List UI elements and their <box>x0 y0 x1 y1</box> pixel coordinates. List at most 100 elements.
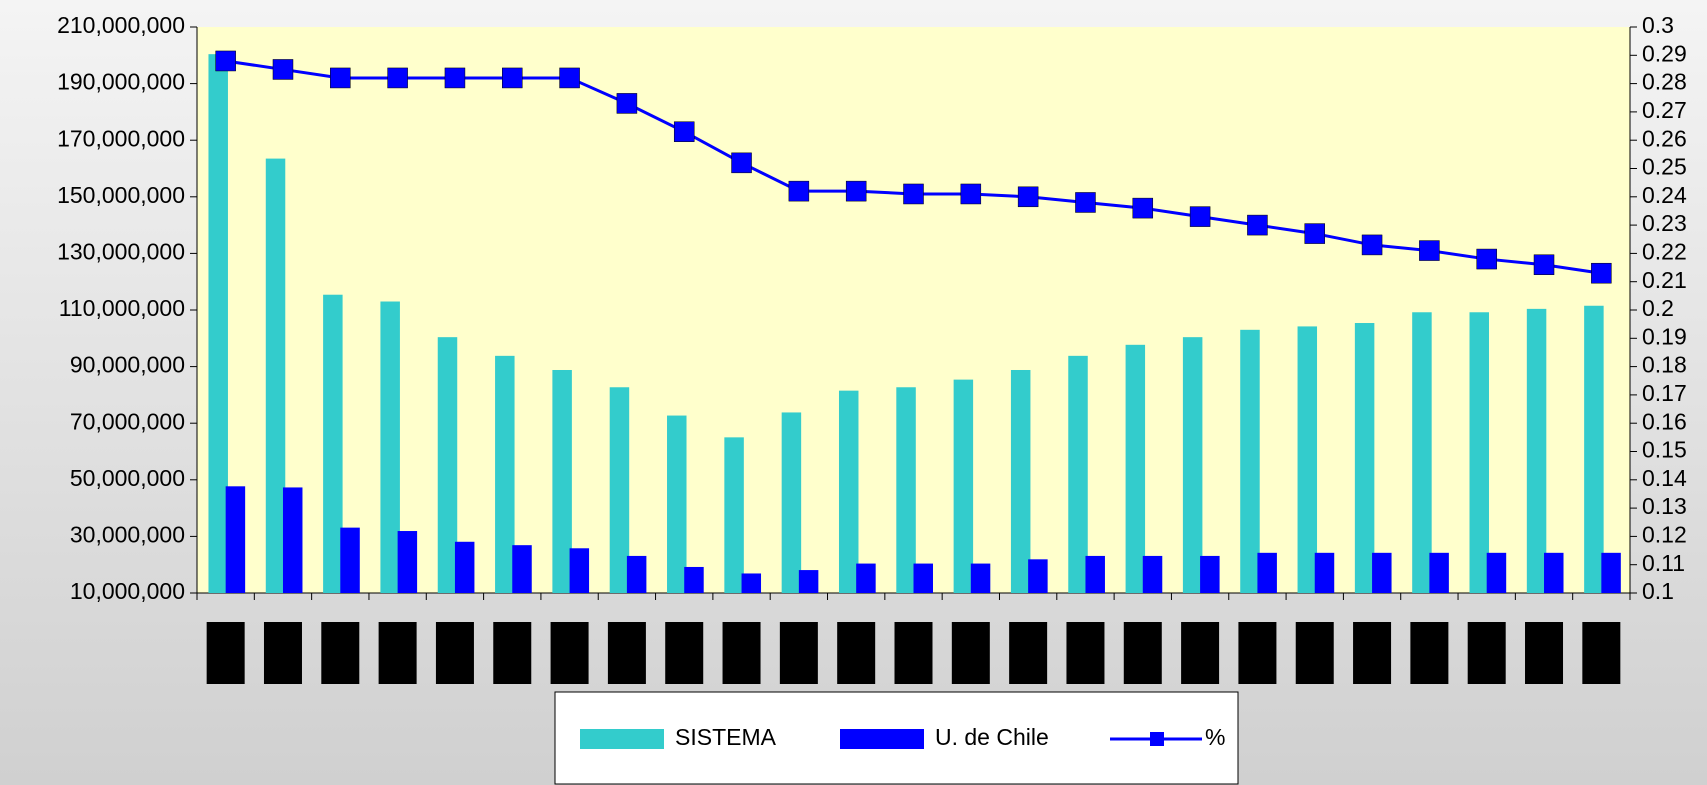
bar <box>684 566 704 593</box>
bar <box>1028 559 1048 593</box>
bar <box>953 379 974 593</box>
legend-label: % <box>1205 724 1225 750</box>
line-marker <box>1304 223 1325 244</box>
line-marker <box>960 183 982 205</box>
redacted-label <box>1181 622 1220 684</box>
y-tick-label: 210,000,000 <box>57 12 185 38</box>
bar <box>626 555 647 593</box>
line-marker <box>1075 192 1096 213</box>
y-tick-label: 10,000,000 <box>70 578 185 604</box>
y2-tick-label: 0.19 <box>1642 323 1687 349</box>
redacted-label <box>493 622 532 684</box>
bar <box>1240 329 1260 593</box>
line-marker <box>444 67 466 89</box>
redacted-label <box>1123 622 1162 684</box>
redacted-label <box>837 622 876 684</box>
bar <box>781 412 802 593</box>
bar <box>1354 323 1375 593</box>
line-marker <box>387 67 408 89</box>
y2-tick-label: 0.29 <box>1642 40 1687 66</box>
bar <box>609 387 630 593</box>
line-marker <box>788 180 810 202</box>
line-marker <box>903 183 924 205</box>
bar <box>1584 305 1604 593</box>
y2-tick-label: 0.24 <box>1642 182 1687 208</box>
redacted-label <box>1525 622 1564 684</box>
y2-tick-label: 0.17 <box>1642 380 1687 406</box>
redacted-label <box>321 622 360 684</box>
y2-tick-label: 0.2 <box>1642 295 1674 321</box>
bar <box>1085 555 1105 593</box>
redacted-label <box>1582 622 1621 684</box>
redacted-label <box>894 622 933 684</box>
y2-tick-label: 0.13 <box>1642 493 1687 519</box>
legend-swatch <box>840 729 924 749</box>
line-marker <box>272 59 294 80</box>
legend-marker <box>1150 732 1164 746</box>
y2-tick-label: 0.26 <box>1642 125 1687 151</box>
bar <box>798 570 819 593</box>
bar <box>913 563 933 593</box>
bar <box>380 301 400 593</box>
bar <box>838 390 859 593</box>
y2-tick-label: 0.28 <box>1642 69 1687 95</box>
line-marker <box>1189 206 1211 227</box>
bar <box>1257 552 1277 593</box>
y2-tick-label: 0.21 <box>1642 267 1687 293</box>
line-marker <box>1476 248 1497 270</box>
y-tick-label: 190,000,000 <box>57 69 185 95</box>
bar <box>1601 552 1621 593</box>
redacted-label <box>607 622 646 684</box>
y-tick-label: 90,000,000 <box>70 352 185 378</box>
bar <box>265 158 286 593</box>
y2-tick-label: 0.18 <box>1642 352 1687 378</box>
bar <box>970 563 991 593</box>
y-tick-label: 150,000,000 <box>57 182 185 208</box>
redacted-label <box>665 622 704 684</box>
redacted-label <box>1353 622 1392 684</box>
bar <box>1125 344 1146 593</box>
redacted-label <box>1066 622 1105 684</box>
bar <box>667 415 687 593</box>
y2-tick-label: 0.3 <box>1642 12 1674 38</box>
bar <box>896 387 916 593</box>
bar <box>323 294 343 593</box>
legend-label: SISTEMA <box>675 724 777 750</box>
y-tick-label: 110,000,000 <box>59 295 185 321</box>
line-marker <box>616 93 638 114</box>
line-marker <box>559 67 580 89</box>
y-tick-label: 70,000,000 <box>70 408 185 434</box>
redacted-label <box>1410 622 1449 684</box>
bar <box>1469 312 1489 593</box>
bar <box>512 545 532 593</box>
redacted-label <box>722 622 761 684</box>
redacted-label <box>435 622 474 684</box>
redacted-label <box>1295 622 1334 684</box>
redacted-label <box>206 622 245 684</box>
bar <box>1182 337 1203 593</box>
redacted-label <box>550 622 589 684</box>
y2-tick-label: 0.12 <box>1642 521 1687 547</box>
y-tick-label: 50,000,000 <box>70 465 185 491</box>
bar <box>1010 369 1031 593</box>
bar <box>1526 308 1547 593</box>
bar <box>1200 555 1220 593</box>
line-marker <box>845 180 867 202</box>
bar <box>1486 552 1507 593</box>
y-tick-label: 170,000,000 <box>57 125 185 151</box>
bar <box>495 355 515 593</box>
y2-tick-label: 0.1 <box>1642 578 1674 604</box>
bar <box>552 369 572 593</box>
y-tick-label: 30,000,000 <box>70 521 185 547</box>
line-marker <box>502 67 523 89</box>
bar <box>1372 552 1392 593</box>
bar <box>397 531 418 593</box>
bar <box>1544 552 1564 593</box>
line-marker <box>731 152 752 174</box>
bar <box>208 54 228 594</box>
line-marker <box>330 67 351 89</box>
line-marker <box>1361 234 1383 256</box>
redacted-label <box>378 622 417 684</box>
bar <box>282 487 303 593</box>
